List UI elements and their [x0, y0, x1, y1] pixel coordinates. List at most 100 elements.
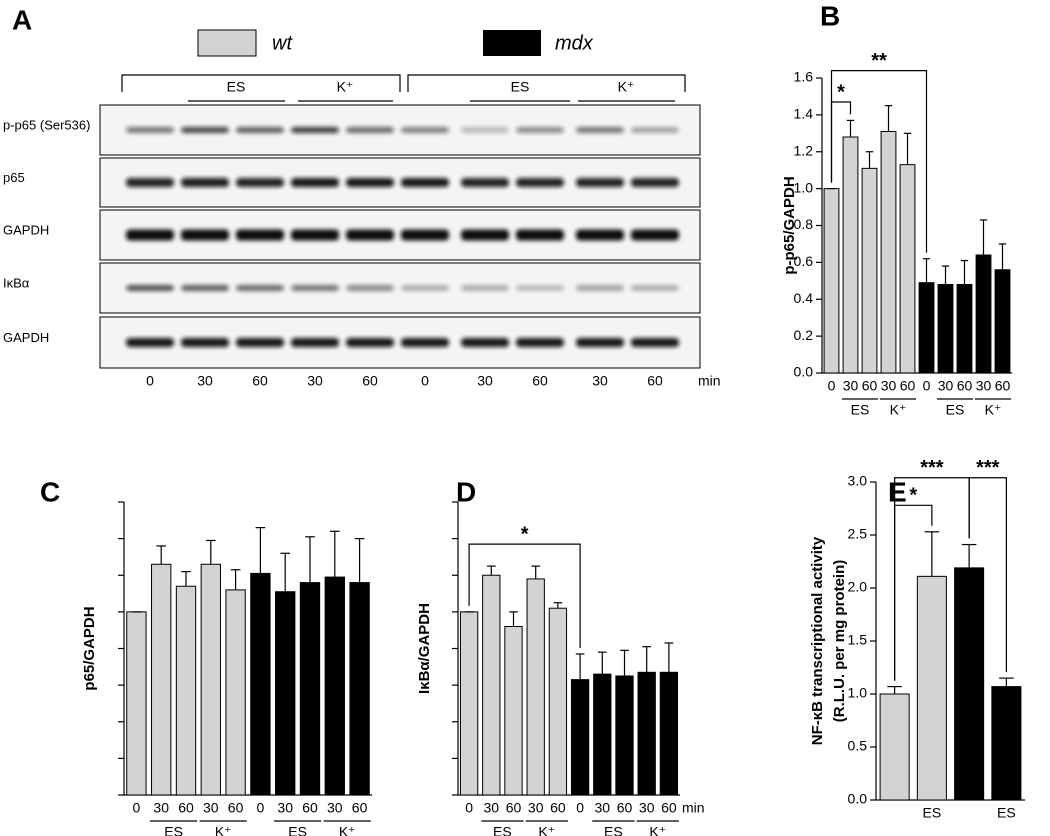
panel-letter: E [888, 476, 907, 507]
x-tick-label: 0 [923, 378, 931, 394]
y-tick-label: 0.0 [848, 791, 868, 807]
treatment-label: ES [227, 79, 246, 95]
bar [615, 675, 634, 796]
y-tick-label: 1.2 [794, 142, 814, 158]
bar [918, 282, 935, 374]
blot-band [576, 285, 624, 291]
bar [975, 254, 992, 374]
blot-band [401, 127, 449, 133]
significance-label: * [521, 523, 529, 545]
panel-letter: D [456, 476, 476, 507]
blot-band [516, 229, 564, 241]
blot-band [181, 229, 229, 241]
bar [225, 589, 246, 796]
significance-bracket [968, 477, 1007, 673]
bar [175, 585, 197, 796]
x-tick-label: 60 [550, 800, 566, 816]
x-tick-label: 30 [976, 378, 992, 394]
x-tick-label: 30 [277, 800, 293, 816]
x-tick-label: 0 [576, 800, 584, 816]
blot-band [126, 229, 174, 241]
bar [548, 607, 568, 796]
y-tick-label: 0.0 [794, 364, 814, 380]
lane-label: 30 [197, 373, 213, 389]
blot-band [181, 338, 229, 347]
blot-band [631, 338, 679, 347]
x-tick-label: 60 [506, 800, 522, 816]
y-tick-label: 2.5 [848, 526, 868, 542]
group-label: K⁺ [339, 824, 356, 836]
panel-letter: B [820, 0, 840, 31]
x-tick-label: 30 [843, 378, 859, 394]
group-label: ES [604, 824, 623, 836]
x-tick-label: 0 [257, 800, 265, 816]
y-tick-label: 0.6 [794, 253, 814, 269]
significance-label: ** [871, 50, 887, 72]
group-label: K⁺ [215, 824, 232, 836]
blot-band [236, 178, 284, 187]
x-tick-label: 0 [465, 800, 473, 816]
significance-label: * [837, 81, 845, 103]
x-tick-label: 60 [617, 800, 633, 816]
blot-band [291, 178, 339, 187]
blot-band [631, 285, 679, 291]
group-label: ES [946, 402, 965, 418]
blot-band [461, 338, 509, 347]
blot-band [291, 338, 339, 347]
lane-label: 30 [592, 373, 608, 389]
bar [823, 188, 840, 374]
blot-band [346, 229, 394, 241]
y-tick-label: 1.6 [794, 69, 814, 85]
blot-band [181, 127, 229, 133]
significance-label: *** [920, 457, 944, 479]
blot-band [236, 127, 284, 133]
bar [324, 576, 345, 796]
bar [570, 679, 590, 796]
blot-band [346, 285, 394, 291]
x-tick-label: 60 [900, 378, 916, 394]
y-tick-label: 1.0 [848, 685, 868, 701]
blot-band [346, 338, 394, 347]
blot-band [126, 338, 174, 347]
lane-label: 30 [307, 373, 323, 389]
blot-band [516, 178, 564, 187]
blot-band [126, 285, 174, 291]
x-tick-label: 30 [484, 800, 500, 816]
bar [126, 611, 147, 796]
treatment-label: K⁺ [618, 79, 635, 95]
y-tick-label: 1.4 [794, 106, 814, 122]
significance-bracket [468, 543, 581, 648]
blot-band [291, 285, 339, 291]
x-tick-label: 60 [957, 378, 973, 394]
x-tick-label: 30 [203, 800, 219, 816]
panel-letter: C [40, 476, 60, 507]
x-tick-label: 60 [302, 800, 318, 816]
bar [916, 575, 947, 801]
bar [299, 582, 321, 796]
lane-label: 30 [477, 373, 493, 389]
panel-letter: A [12, 4, 32, 35]
blot-band [516, 285, 564, 291]
blot-band [576, 178, 624, 187]
x-tick-label: 60 [228, 800, 244, 816]
legend-label: wt [272, 32, 293, 54]
bar [937, 284, 954, 374]
x-tick-label: 30 [938, 378, 954, 394]
blot-band [291, 127, 339, 133]
lane-label: 60 [362, 373, 378, 389]
y-axis-label: NF-κB transcriptional activity [809, 536, 826, 745]
bar [482, 574, 501, 796]
lane-label: 60 [252, 373, 268, 389]
treatment-label: ES [511, 79, 530, 95]
legend-label: mdx [555, 32, 594, 54]
blot-row-label: GAPDH [3, 222, 49, 237]
blot-band [631, 178, 679, 187]
blot-band [346, 127, 394, 133]
blot-band [576, 127, 624, 133]
significance-label: *** [976, 457, 1000, 479]
significance-label: * [909, 485, 917, 507]
blot-band [236, 338, 284, 347]
blot-row-label: p65 [3, 170, 25, 185]
y-tick-label: 3.0 [848, 473, 868, 489]
bar [659, 671, 679, 796]
